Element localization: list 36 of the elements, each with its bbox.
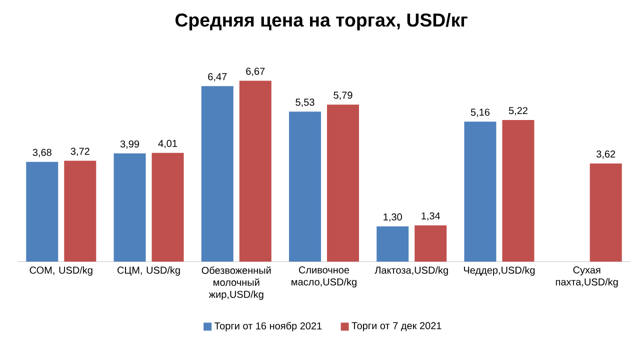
- chart-title: Средняя цена на торгах, USD/кг: [176, 12, 468, 30]
- bar: [114, 153, 146, 262]
- bar: [414, 225, 447, 262]
- x-tick-label: СЦМ, USD/kg: [118, 266, 180, 276]
- legend-label: Торги от 7 дек 2021: [352, 322, 442, 332]
- bar: [26, 162, 58, 262]
- data-label: 1,30: [384, 213, 402, 222]
- x-tick-label: Лактоза,USD/kg: [374, 266, 448, 276]
- bar: [289, 112, 321, 262]
- data-label: 6,47: [208, 73, 227, 82]
- x-tick-label: Чеддер,USD/kg: [464, 266, 535, 276]
- x-tick-label: Сухая пахта,USD/kg: [556, 266, 618, 288]
- data-label: 1,34: [422, 212, 440, 221]
- bar: [201, 86, 234, 262]
- data-label: 3,62: [596, 150, 616, 159]
- bar: [590, 163, 622, 262]
- x-tick-label: Сливочное масло,USD/kg: [292, 266, 356, 288]
- x-tick-label: Обезвоженный молочный жир,USD/kg: [202, 266, 271, 300]
- data-label: 5,79: [334, 92, 352, 100]
- data-label: 3,68: [32, 148, 52, 158]
- bar: [464, 122, 496, 262]
- data-label: 5,53: [296, 98, 314, 107]
- bar: [239, 80, 272, 262]
- bar: [64, 160, 96, 262]
- legend-label: Торги от 16 ноябр 2021: [214, 322, 322, 332]
- bar: [502, 120, 534, 262]
- data-label: 5,16: [470, 108, 490, 117]
- bar: [376, 226, 409, 262]
- bar: [152, 152, 184, 262]
- x-tick-label: СОМ, USD/kg: [30, 266, 92, 276]
- data-label: 3,99: [120, 140, 140, 149]
- data-label: 4,01: [158, 140, 178, 148]
- bar: [327, 104, 359, 262]
- data-label: 5,22: [508, 107, 528, 116]
- data-label: 3,72: [70, 148, 90, 156]
- data-label: 6,67: [246, 68, 265, 76]
